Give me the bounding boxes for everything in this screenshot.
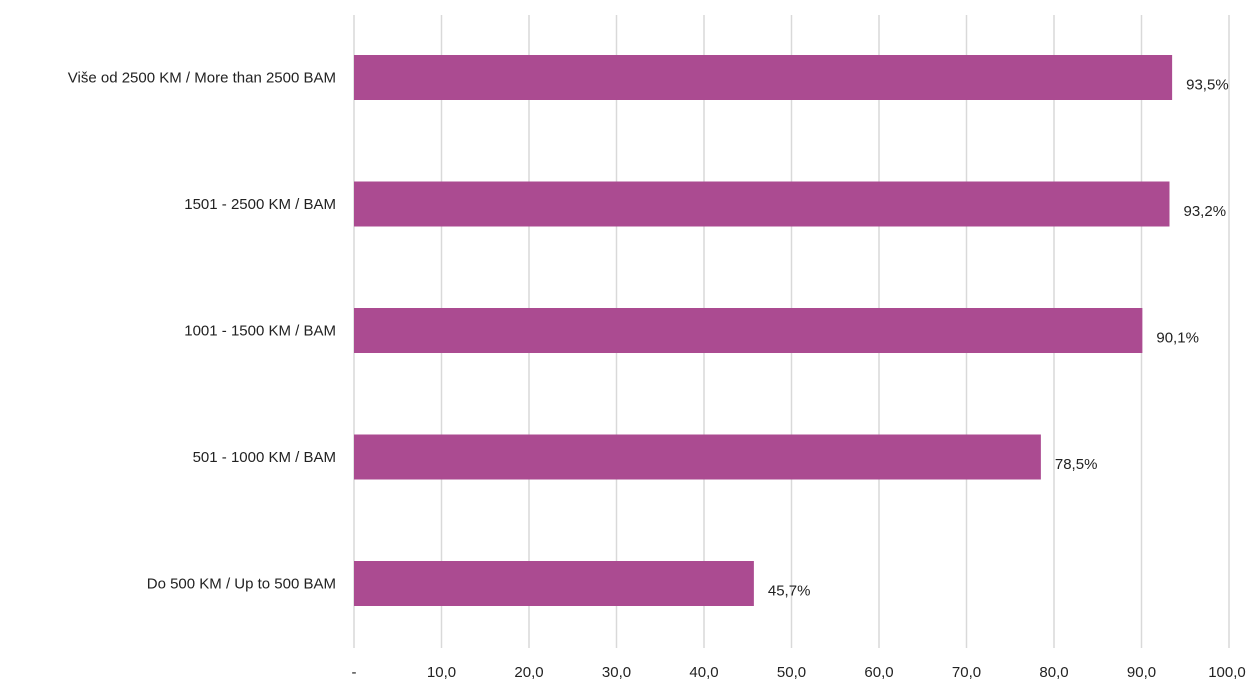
value-label-4: 45,7% xyxy=(768,583,811,600)
category-label-2: 1001 - 1500 KM / BAM xyxy=(184,323,336,340)
category-label-1: 1501 - 2500 KM / BAM xyxy=(184,196,336,213)
bar-1 xyxy=(354,181,1170,227)
x-tick-label-3: 30,0 xyxy=(602,664,631,681)
x-tick-label-0: - xyxy=(352,664,357,681)
bar-0 xyxy=(354,55,1173,100)
bar-4 xyxy=(354,561,754,606)
value-labels: 93,5% 93,2% 90,1% 78,5% 45,7% xyxy=(768,77,1229,600)
x-tick-label-6: 60,0 xyxy=(864,664,893,681)
bars xyxy=(354,55,1173,606)
category-label-4: Do 500 KM / Up to 500 BAM xyxy=(147,576,336,593)
x-tick-label-10: 100,0 xyxy=(1208,664,1246,681)
value-label-1: 93,2% xyxy=(1184,203,1227,220)
value-label-3: 78,5% xyxy=(1055,456,1098,473)
bar-2 xyxy=(354,308,1143,353)
value-label-2: 90,1% xyxy=(1156,330,1199,347)
x-tick-label-7: 70,0 xyxy=(952,664,981,681)
category-label-0: Više od 2500 KM / More than 2500 BAM xyxy=(68,70,336,87)
value-label-0: 93,5% xyxy=(1186,77,1229,94)
x-tick-label-1: 10,0 xyxy=(427,664,456,681)
category-label-3: 501 - 1000 KM / BAM xyxy=(193,449,336,466)
x-tick-label-8: 80,0 xyxy=(1039,664,1068,681)
x-tick-label-9: 90,0 xyxy=(1127,664,1156,681)
bar-3 xyxy=(354,434,1041,480)
x-tick-label-4: 40,0 xyxy=(689,664,718,681)
x-axis-tick-labels: - 10,0 20,0 30,0 40,0 50,0 60,0 70,0 80,0 90,0 100… xyxy=(352,664,1246,681)
x-tick-label-2: 20,0 xyxy=(514,664,543,681)
x-tick-label-5: 50,0 xyxy=(777,664,806,681)
category-labels: Više od 2500 KM / More than 2500 BAM 1501… xyxy=(68,70,336,593)
